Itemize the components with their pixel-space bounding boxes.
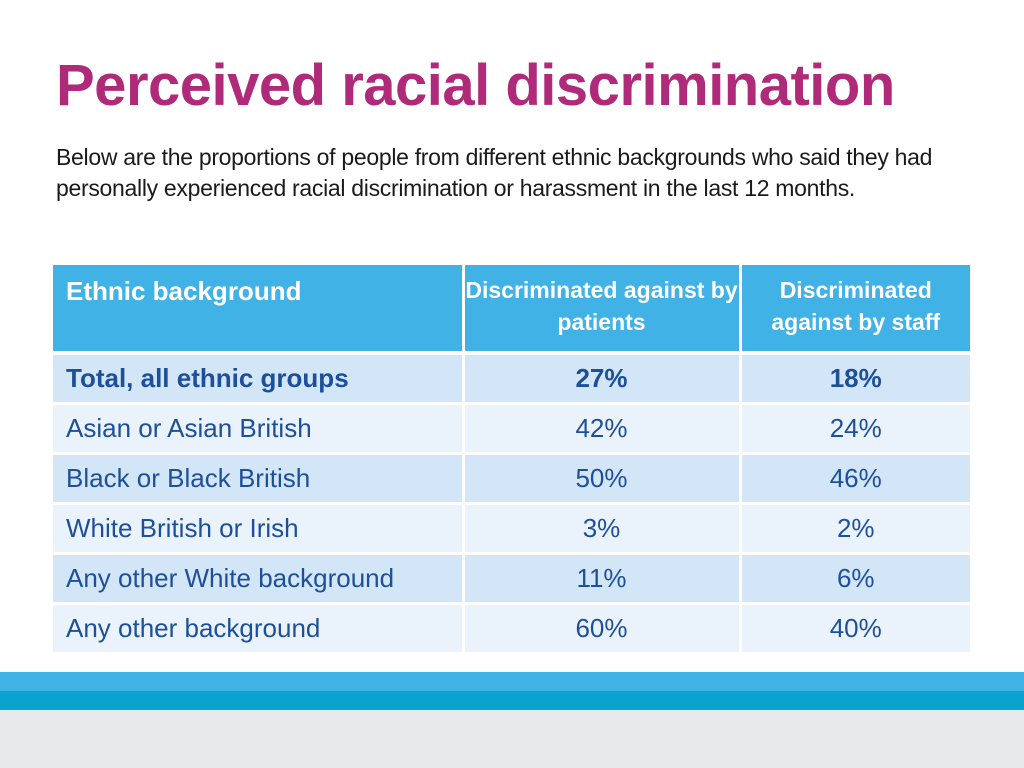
row-label: Any other background [53, 603, 465, 655]
header-discriminated-by-staff: Discriminated against by staff [740, 265, 970, 355]
row-value-staff: 40% [740, 603, 970, 655]
row-value-staff: 18% [740, 353, 970, 405]
discrimination-table: Ethnic background Discriminated against … [53, 265, 970, 655]
table-row-total: Total, all ethnic groups 27% 18% [53, 353, 970, 405]
row-value-staff: 6% [740, 553, 970, 605]
table-row: Any other background 60% 40% [53, 603, 970, 655]
row-value-patients: 3% [463, 503, 742, 555]
row-value-patients: 42% [463, 403, 742, 455]
row-value-staff: 24% [740, 403, 970, 455]
row-label: Any other White background [53, 553, 465, 605]
row-value-patients: 27% [463, 353, 742, 405]
intro-paragraph: Below are the proportions of people from… [56, 144, 933, 201]
slide-title: Perceived racial discrimination [56, 53, 895, 118]
row-value-patients: 11% [463, 553, 742, 605]
row-label: Black or Black British [53, 453, 465, 505]
table-row: Asian or Asian British 42% 24% [53, 403, 970, 455]
footer-area [0, 710, 1024, 768]
footer-band-dark [0, 691, 1024, 710]
table-header-row: Ethnic background Discriminated against … [53, 265, 970, 355]
table-row: Black or Black British 50% 46% [53, 453, 970, 505]
footer-band-light [0, 672, 1024, 691]
row-label: Total, all ethnic groups [53, 353, 465, 405]
row-label: White British or Irish [53, 503, 465, 555]
table-row: Any other White background 11% 6% [53, 553, 970, 605]
row-value-patients: 50% [463, 453, 742, 505]
row-label: Asian or Asian British [53, 403, 465, 455]
table-row: White British or Irish 3% 2% [53, 503, 970, 555]
header-ethnic-background: Ethnic background [53, 265, 465, 355]
header-discriminated-by-patients: Discriminated against by patients [463, 265, 742, 355]
row-value-staff: 46% [740, 453, 970, 505]
row-value-staff: 2% [740, 503, 970, 555]
row-value-patients: 60% [463, 603, 742, 655]
